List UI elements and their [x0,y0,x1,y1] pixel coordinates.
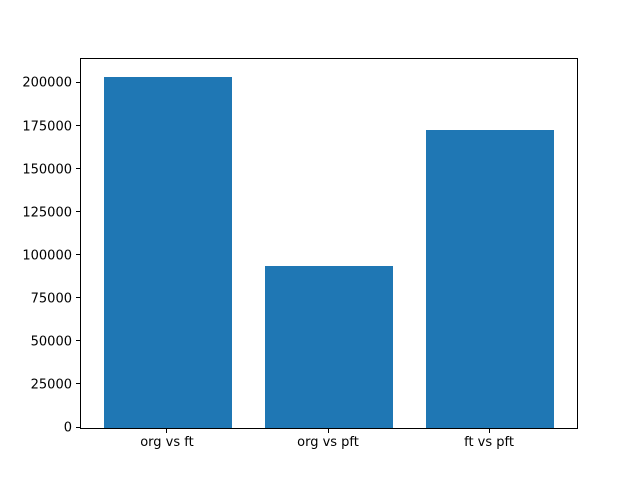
x-tick-mark [166,429,168,433]
x-tick-mark [327,429,329,433]
y-tick-mark [76,168,80,170]
x-tick-mark [488,429,490,433]
y-tick-mark [76,340,80,342]
y-tick-label: 75000 [30,291,72,307]
y-tick-mark [76,426,80,428]
x-tick-label: org vs pft [297,435,359,450]
y-tick-label: 50000 [30,334,72,350]
bar [425,129,555,428]
y-tick-mark [76,125,80,127]
y-tick-label: 25000 [30,377,72,393]
y-tick-mark [76,81,80,83]
y-tick-label: 100000 [22,248,72,264]
y-tick-label: 0 [63,420,72,436]
y-tick-label: 150000 [22,162,72,178]
plot-area [80,58,578,429]
y-tick-mark [76,211,80,213]
y-tick-label: 125000 [22,205,72,221]
bar [264,266,394,428]
y-tick-label: 175000 [22,119,72,135]
bar [103,76,233,428]
y-tick-label: 200000 [22,75,72,91]
y-tick-mark [76,254,80,256]
x-tick-label: ft vs pft [464,435,514,450]
x-tick-label: org vs ft [140,435,194,450]
y-tick-mark [76,383,80,385]
y-tick-mark [76,297,80,299]
